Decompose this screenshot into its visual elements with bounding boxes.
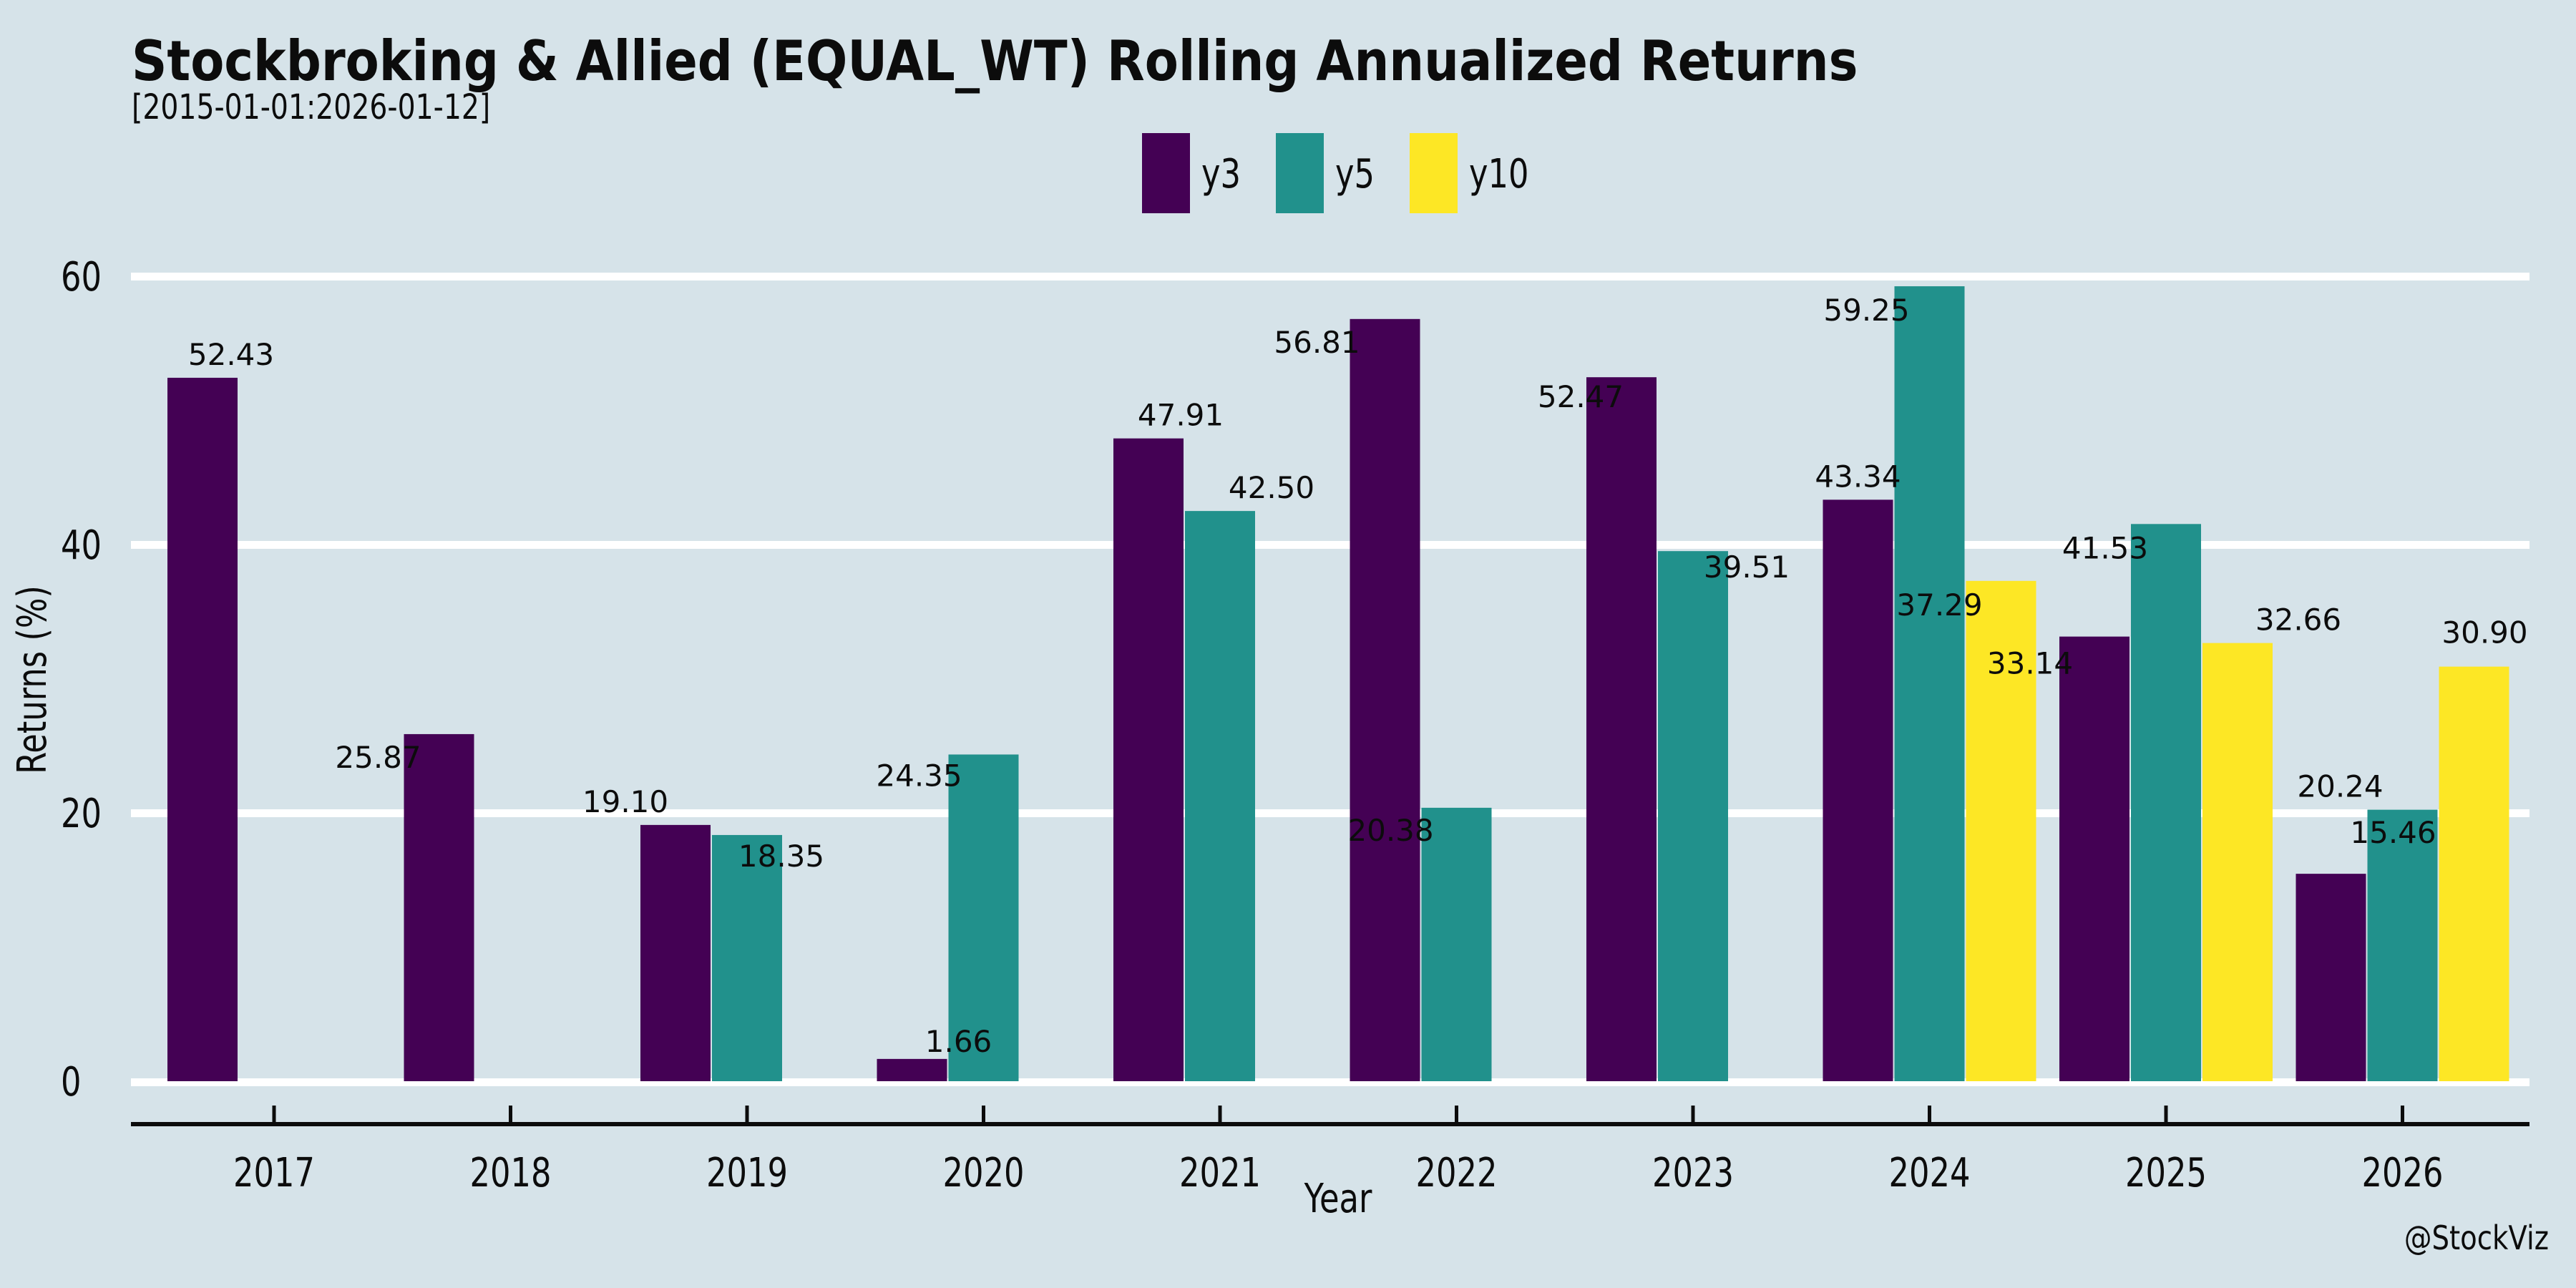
x-tick-label-2025: 2025 — [2125, 1149, 2207, 1196]
bar-y3-2026 — [2296, 874, 2366, 1081]
gridline-20 — [131, 809, 2529, 817]
bar-y5-2022 — [1421, 807, 1492, 1081]
x-tick-label-2022: 2022 — [1415, 1149, 1497, 1196]
bar-label-y3-2023: 52.47 — [1538, 379, 1624, 414]
legend-item-y10: y10 — [1410, 133, 1529, 213]
bar-label-y3-2018: 25.87 — [335, 740, 421, 775]
bar-y5-2021 — [1185, 511, 1255, 1081]
stockviz-watermark: @StockViz — [2404, 1220, 2549, 1258]
legend-item-y3: y3 — [1142, 133, 1241, 213]
legend-swatch-y10 — [1410, 133, 1458, 213]
bars-layer — [167, 286, 2509, 1081]
x-tick-2021 — [1218, 1106, 1222, 1122]
bar-labels-layer: 52.43 25.87 19.10 1.66 47.91 56.81 52.47 43.34 3… — [188, 293, 2528, 1059]
bar-label-y10-2026: 30.90 — [2441, 615, 2527, 650]
x-axis-title: Year — [1304, 1175, 1372, 1221]
bar-y3-2022 — [1350, 318, 1420, 1081]
bar-label-y5-2025: 41.53 — [2062, 530, 2148, 565]
bar-label-y5-2026: 20.24 — [2297, 769, 2383, 804]
chart-subtitle: [2015-01-01:2026-01-12] — [132, 87, 490, 127]
bar-label-y3-2024: 43.34 — [1815, 459, 1901, 494]
x-tick-2026 — [2401, 1106, 2404, 1122]
bar-y3-2019 — [640, 824, 711, 1081]
x-tick-2017 — [272, 1106, 276, 1122]
y-tick-label-20: 20 — [61, 790, 102, 836]
bar-y10-2024 — [1966, 580, 2036, 1081]
x-tick-2023 — [1691, 1106, 1695, 1122]
bar-y5-2023 — [1658, 551, 1728, 1081]
bar-label-y3-2026: 15.46 — [2350, 815, 2436, 850]
bar-y3-2017 — [167, 377, 238, 1081]
x-tick-2019 — [745, 1106, 749, 1122]
bar-label-y3-2017: 52.43 — [188, 337, 274, 372]
x-tick-label-2019: 2019 — [706, 1149, 788, 1196]
bar-label-y5-2021: 42.50 — [1229, 470, 1314, 505]
bar-y10-2025 — [2202, 643, 2273, 1081]
bar-y5-2024 — [1894, 286, 1965, 1081]
bar-label-y3-2021: 47.91 — [1138, 398, 1224, 433]
x-tick-label-2023: 2023 — [1652, 1149, 1734, 1196]
legend-label-y5: y5 — [1335, 150, 1375, 197]
y-axis-title: Returns (%) — [9, 585, 55, 774]
x-tick-2025 — [2164, 1106, 2168, 1122]
bar-y3-2024 — [1823, 499, 1893, 1081]
gridline-40 — [131, 541, 2529, 549]
bar-label-y10-2024: 37.29 — [1896, 587, 1982, 623]
gridlines-layer — [131, 273, 2529, 1086]
gridline-0 — [131, 1078, 2529, 1086]
bar-label-y3-2020: 1.66 — [925, 1024, 992, 1059]
bar-y5-2019 — [712, 834, 782, 1081]
y-tick-label-40: 40 — [61, 522, 102, 568]
legend-label-y3: y3 — [1201, 150, 1241, 197]
x-tick-label-2021: 2021 — [1179, 1149, 1261, 1196]
x-tick-2020 — [982, 1106, 985, 1122]
bar-y3-2021 — [1113, 438, 1184, 1081]
x-tick-label-2024: 2024 — [1888, 1149, 1970, 1196]
legend-item-y5: y5 — [1276, 133, 1375, 213]
bar-y5-2026 — [2367, 809, 2438, 1081]
bar-label-y3-2022: 56.81 — [1274, 325, 1360, 360]
bar-label-y5-2022: 20.38 — [1347, 813, 1433, 848]
legend-swatch-y3 — [1142, 133, 1190, 213]
bar-y10-2026 — [2439, 666, 2509, 1081]
y-tick-label-0: 0 — [61, 1058, 82, 1105]
bar-y5-2020 — [948, 754, 1019, 1081]
bar-y3-2018 — [404, 733, 474, 1081]
x-tick-2018 — [509, 1106, 512, 1122]
legend-swatch-y5 — [1276, 133, 1324, 213]
legend-label-y10: y10 — [1469, 150, 1529, 197]
x-tick-2022 — [1455, 1106, 1458, 1122]
bar-y3-2023 — [1586, 377, 1657, 1081]
x-tick-label-2017: 2017 — [233, 1149, 315, 1196]
bar-label-y3-2025: 33.14 — [1987, 646, 2073, 681]
gridline-60 — [131, 273, 2529, 280]
bar-label-y10-2025: 32.66 — [2255, 602, 2341, 638]
x-tick-2024 — [1928, 1106, 1931, 1122]
bar-label-y5-2019: 18.35 — [738, 839, 824, 874]
chart-title: Stockbroking & Allied (EQUAL_WT) Rolling… — [132, 29, 1858, 94]
bar-y3-2020 — [877, 1058, 947, 1081]
bar-y5-2025 — [2131, 524, 2201, 1081]
x-tick-label-2026: 2026 — [2361, 1149, 2443, 1196]
bar-label-y5-2023: 39.51 — [1704, 550, 1790, 585]
y-tick-label-60: 60 — [61, 253, 102, 300]
x-tick-label-2018: 2018 — [469, 1149, 551, 1196]
bar-y3-2025 — [2059, 636, 2129, 1081]
bar-label-y5-2020: 24.35 — [876, 758, 962, 793]
bar-label-y5-2024: 59.25 — [1823, 293, 1909, 328]
bar-label-y3-2019: 19.10 — [582, 784, 668, 819]
x-axis-line — [131, 1122, 2529, 1126]
legend: y3 y5 y10 — [1142, 133, 1529, 213]
x-tick-label-2020: 2020 — [942, 1149, 1024, 1196]
x-axis-layer: 2017 2018 2019 2020 2021 2022 2023 2024 2025 2026… — [61, 253, 2529, 1196]
